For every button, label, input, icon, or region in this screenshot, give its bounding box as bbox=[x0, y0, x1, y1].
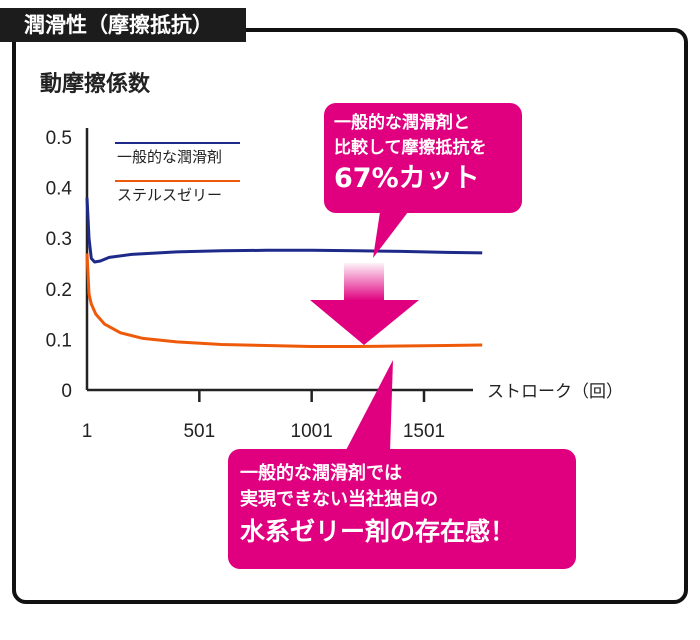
legend-label-general: 一般的な潤滑剤 bbox=[117, 148, 223, 166]
x-axis-title: ストローク（回） bbox=[487, 382, 623, 402]
y-tick-label: 0.1 bbox=[46, 330, 72, 351]
top-callout-tail bbox=[373, 212, 408, 258]
arrow-shaft bbox=[344, 263, 384, 301]
x-tick-label: 501 bbox=[183, 421, 215, 442]
bottom-callout-tail bbox=[345, 360, 393, 452]
series-line-general bbox=[85, 197, 483, 264]
bottom-callout: 一般的な潤滑剤では 実現できない当社独自の 水系ゼリー剤の存在感！ bbox=[228, 449, 576, 569]
bottom-callout-line: 実現できない当社独自の bbox=[240, 489, 438, 510]
y-tick-label: 0.4 bbox=[46, 179, 73, 200]
y-tick-label: 0.2 bbox=[46, 280, 72, 301]
bottom-callout-line: 一般的な潤滑剤では bbox=[240, 463, 402, 484]
arrow-head bbox=[310, 300, 419, 345]
y-axis-title: 動摩擦係数 bbox=[40, 72, 151, 97]
top-callout-line: 比較して摩擦抵抗を bbox=[334, 138, 487, 158]
top-callout-line: 一般的な潤滑剤と bbox=[334, 113, 470, 133]
series-line-stealth bbox=[85, 253, 483, 348]
top-callout: 一般的な潤滑剤と 比較して摩擦抵抗を 67%カット bbox=[324, 103, 522, 213]
y-tick-label: 0 bbox=[61, 381, 72, 402]
y-tick-label: 0.3 bbox=[46, 229, 72, 250]
x-tick-label: 1 bbox=[82, 421, 93, 442]
down-arrow bbox=[310, 263, 419, 345]
page-title: 潤滑性（摩擦抵抗） bbox=[0, 8, 246, 42]
legend-label-stealth: ステルスゼリー bbox=[117, 186, 223, 204]
x-tick-label: 1501 bbox=[403, 421, 445, 442]
chart-frame bbox=[12, 28, 688, 604]
y-tick-label: 0.5 bbox=[46, 128, 72, 149]
bottom-callout-highlight: 水系ゼリー剤の存在感！ bbox=[240, 517, 516, 546]
top-callout-highlight: 67%カット bbox=[334, 163, 480, 194]
x-tick-label: 1001 bbox=[291, 421, 333, 442]
